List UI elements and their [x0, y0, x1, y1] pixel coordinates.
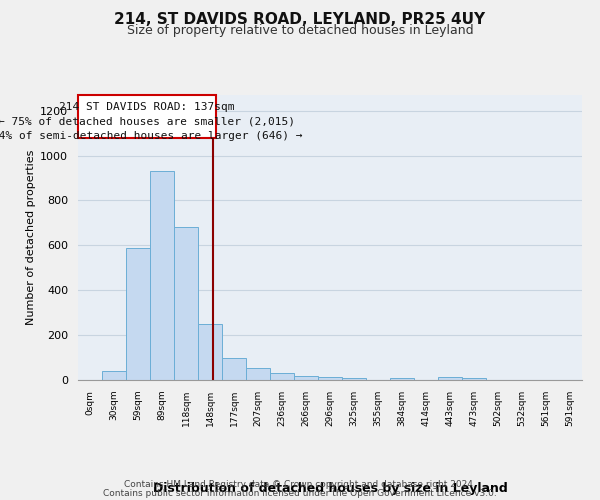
Bar	[198, 324, 222, 380]
Text: ← 75% of detached houses are smaller (2,015): ← 75% of detached houses are smaller (2,…	[0, 116, 296, 126]
Bar	[318, 376, 342, 380]
Bar	[342, 378, 366, 380]
Bar	[246, 368, 270, 380]
X-axis label: Distribution of detached houses by size in Leyland: Distribution of detached houses by size …	[152, 482, 508, 494]
Bar	[270, 374, 294, 380]
Bar	[294, 376, 318, 380]
Bar	[438, 376, 462, 380]
Text: 214, ST DAVIDS ROAD, LEYLAND, PR25 4UY: 214, ST DAVIDS ROAD, LEYLAND, PR25 4UY	[115, 12, 485, 28]
Bar	[390, 378, 414, 380]
Text: Size of property relative to detached houses in Leyland: Size of property relative to detached ho…	[127, 24, 473, 37]
FancyBboxPatch shape	[78, 95, 216, 138]
Bar	[150, 172, 174, 380]
Bar	[462, 378, 486, 380]
Text: Contains public sector information licensed under the Open Government Licence v3: Contains public sector information licen…	[103, 489, 497, 498]
Text: 24% of semi-detached houses are larger (646) →: 24% of semi-detached houses are larger (…	[0, 131, 302, 141]
Text: 214 ST DAVIDS ROAD: 137sqm: 214 ST DAVIDS ROAD: 137sqm	[59, 102, 235, 112]
Y-axis label: Number of detached properties: Number of detached properties	[26, 150, 36, 325]
Bar	[174, 228, 198, 380]
Bar	[102, 371, 126, 380]
Bar	[222, 358, 246, 380]
Text: Contains HM Land Registry data © Crown copyright and database right 2024.: Contains HM Land Registry data © Crown c…	[124, 480, 476, 489]
Bar	[126, 248, 150, 380]
